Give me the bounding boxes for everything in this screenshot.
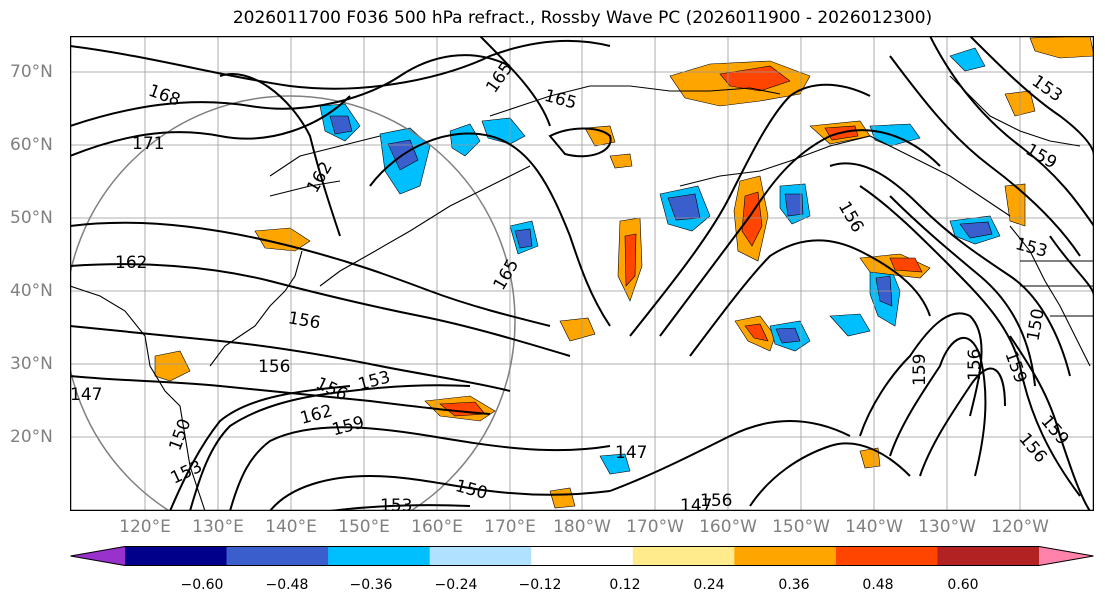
colorbar-segment	[633, 546, 735, 566]
colorbar-segment	[328, 546, 430, 566]
map-panel: 168 171 165 165 162 162 165 156 156 153 …	[70, 36, 1094, 511]
colorbar-tick-label: 0.12	[609, 577, 640, 593]
lon-label: 130°E	[192, 517, 244, 537]
colorbar-segment	[836, 546, 938, 566]
lon-label: 150°E	[338, 517, 390, 537]
lon-label: 160°E	[411, 517, 463, 537]
colorbar-segment	[430, 546, 532, 566]
colorbar-tick-label: −0.12	[519, 577, 562, 593]
colorbar	[70, 546, 1094, 566]
lon-label: 180°W	[553, 517, 611, 537]
colorbar-tick-label: 0.48	[862, 577, 893, 593]
lat-label-40n: 40°N	[10, 281, 53, 301]
lon-label: 170°E	[484, 517, 536, 537]
colorbar-tick-label: 0.60	[947, 577, 978, 593]
colorbar-tick-label: 0.36	[778, 577, 809, 593]
colorbar-segment	[531, 546, 633, 566]
lon-label: 140°E	[265, 517, 317, 537]
lat-label-60n: 60°N	[10, 135, 53, 155]
contour-label: 147	[70, 385, 102, 405]
colorbar-tick-label: 0.24	[693, 577, 724, 593]
lon-label: 160°W	[699, 517, 757, 537]
lat-label-50n: 50°N	[10, 208, 53, 228]
contour-label: 156	[700, 491, 732, 511]
colorbar-segment	[734, 546, 836, 566]
colorbar-extend-high	[1039, 546, 1094, 566]
colorbar-segment	[125, 546, 227, 566]
colorbar-tick-label: −0.36	[350, 577, 393, 593]
lon-label: 120°W	[991, 517, 1049, 537]
map-title: 2026011700 F036 500 hPa refract., Rossby…	[0, 8, 1105, 28]
contour-label: 171	[132, 134, 164, 154]
contour-label: 147	[615, 443, 647, 463]
contour-label: 153	[380, 496, 412, 511]
colorbar-segment	[227, 546, 329, 566]
colorbar-segment	[937, 546, 1039, 566]
colorbar-tick-label: −0.48	[266, 577, 309, 593]
contour-label: 156	[258, 357, 290, 377]
lon-label: 120°E	[119, 517, 171, 537]
colorbar-tick-label: −0.60	[181, 577, 224, 593]
contour-label: 156	[965, 349, 985, 381]
lat-label-70n: 70°N	[10, 62, 53, 82]
lat-label-30n: 30°N	[10, 354, 53, 374]
anomaly-patch	[785, 194, 803, 216]
lat-label-20n: 20°N	[10, 427, 53, 447]
lon-label: 170°W	[626, 517, 684, 537]
lon-label: 130°W	[918, 517, 976, 537]
colorbar-tick-label: −0.24	[435, 577, 478, 593]
colorbar-extend-low	[70, 546, 125, 566]
lon-label: 150°W	[772, 517, 830, 537]
contour-label: 159	[910, 354, 930, 386]
contour-label: 162	[115, 253, 147, 273]
lon-label: 140°W	[845, 517, 903, 537]
